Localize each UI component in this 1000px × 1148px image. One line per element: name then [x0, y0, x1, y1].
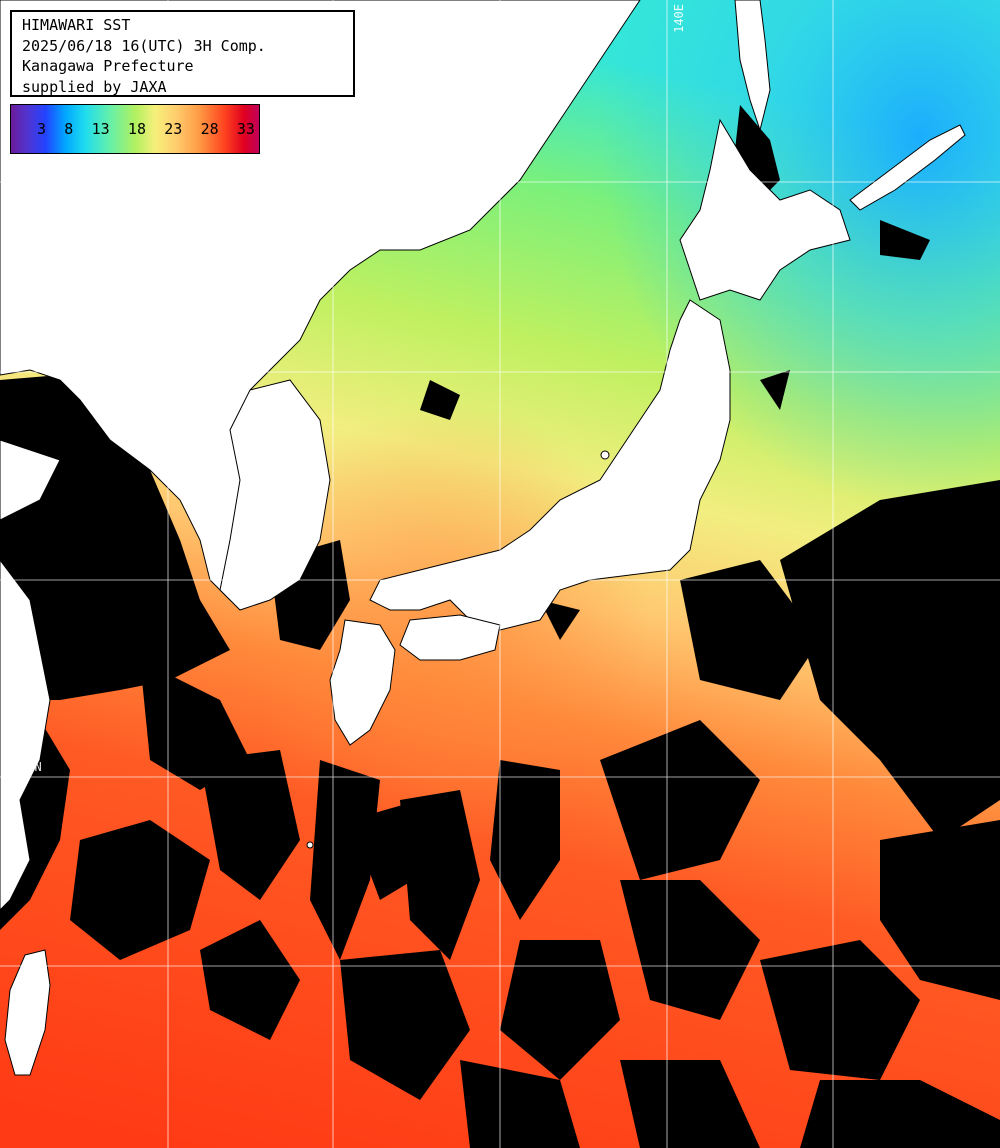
land-kyushu: [329, 619, 396, 746]
land-hokkaido: [679, 118, 851, 301]
land-shikoku: [399, 614, 501, 661]
legend-label: 23: [164, 120, 183, 138]
land-china-coast: [0, 439, 61, 521]
latitude-label-30n: 30N: [20, 760, 42, 774]
legend-label: 3: [37, 120, 47, 138]
land-kuril: [849, 124, 966, 211]
legend-label: 8: [64, 120, 74, 138]
legend-labels: 3 8 13 18 23 28 33: [37, 120, 255, 138]
latitude-label-40n: 40N: [18, 352, 40, 366]
region-name: Kanagawa Prefecture: [22, 57, 194, 75]
observation-datetime: 2025/06/18 16(UTC) 3H Comp.: [22, 36, 266, 55]
land-honshu: [369, 299, 731, 631]
data-credit: supplied by JAXA: [22, 77, 167, 96]
map-title: HIMAWARI SST: [22, 16, 131, 34]
land-sakhalin: [734, 0, 771, 132]
cloud-mask: [0, 105, 1000, 1148]
longitude-label-140e: 140E: [672, 4, 686, 33]
legend-label: 13: [91, 120, 110, 138]
land-taiwan: [4, 949, 51, 1076]
info-box: HIMAWARI SST 2025/06/18 16(UTC) 3H Comp.…: [10, 10, 355, 97]
land-china-south: [0, 559, 51, 911]
legend-label: 28: [200, 120, 219, 138]
legend-label: 33: [236, 120, 255, 138]
legend-label: 18: [127, 120, 146, 138]
temperature-color-legend: 3 8 13 18 23 28 33: [10, 104, 260, 154]
land-small-island: [306, 841, 314, 849]
land-small-island: [600, 450, 610, 460]
land-korea: [219, 379, 331, 611]
